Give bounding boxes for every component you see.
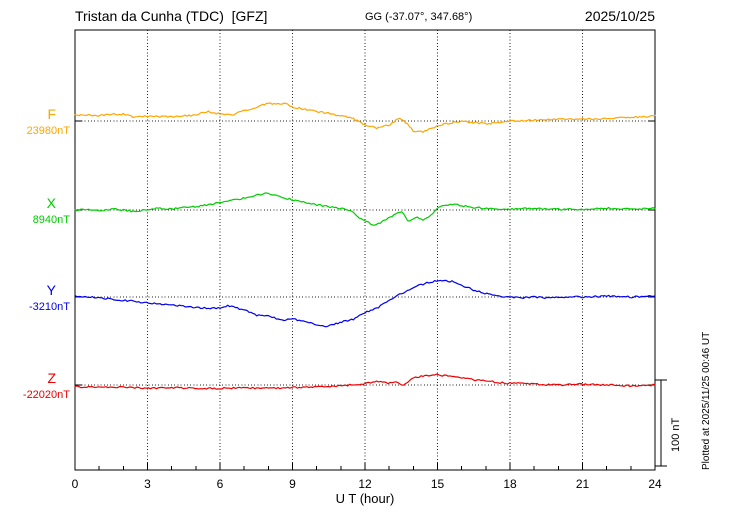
scale-bar-label: 100 nT <box>670 417 682 452</box>
plot-frame <box>74 29 656 471</box>
trace-Y <box>74 279 656 328</box>
plot-date: 2025/10/25 <box>584 8 655 24</box>
series-baseline-Z: -22020nT <box>22 389 70 401</box>
x-tick-label: 6 <box>216 477 224 491</box>
x-tick-label: 21 <box>575 477 590 491</box>
series-label-F: F <box>47 106 56 122</box>
series-label-X: X <box>46 195 56 211</box>
x-tick-label: 9 <box>289 477 296 491</box>
x-tick-label: 18 <box>503 477 517 491</box>
x-tick-label: 24 <box>648 477 662 491</box>
plot-title: Tristan da Cunha (TDC) [GFZ] <box>75 8 268 24</box>
series-label-Y: Y <box>46 282 56 298</box>
x-tick-label: 15 <box>430 477 445 491</box>
series-baseline-X: 8940nT <box>32 214 70 226</box>
x-tick-label: 0 <box>71 477 79 491</box>
trace-Z <box>74 373 656 390</box>
x-tick-label: 12 <box>358 477 372 491</box>
series-label-Z: Z <box>47 370 56 386</box>
x-axis-title: U T (hour) <box>335 491 395 506</box>
trace-F <box>74 102 656 133</box>
station-coordinates: GG (-37.07°, 347.68°) <box>365 11 473 23</box>
series-baseline-F: 23980nT <box>26 125 70 137</box>
plotted-at-label: Plotted at 2025/11/25 00:46 UT <box>701 331 712 470</box>
trace-X <box>74 192 656 226</box>
x-tick-label: 3 <box>144 477 151 491</box>
series-baseline-Y: -3210nT <box>29 301 70 313</box>
